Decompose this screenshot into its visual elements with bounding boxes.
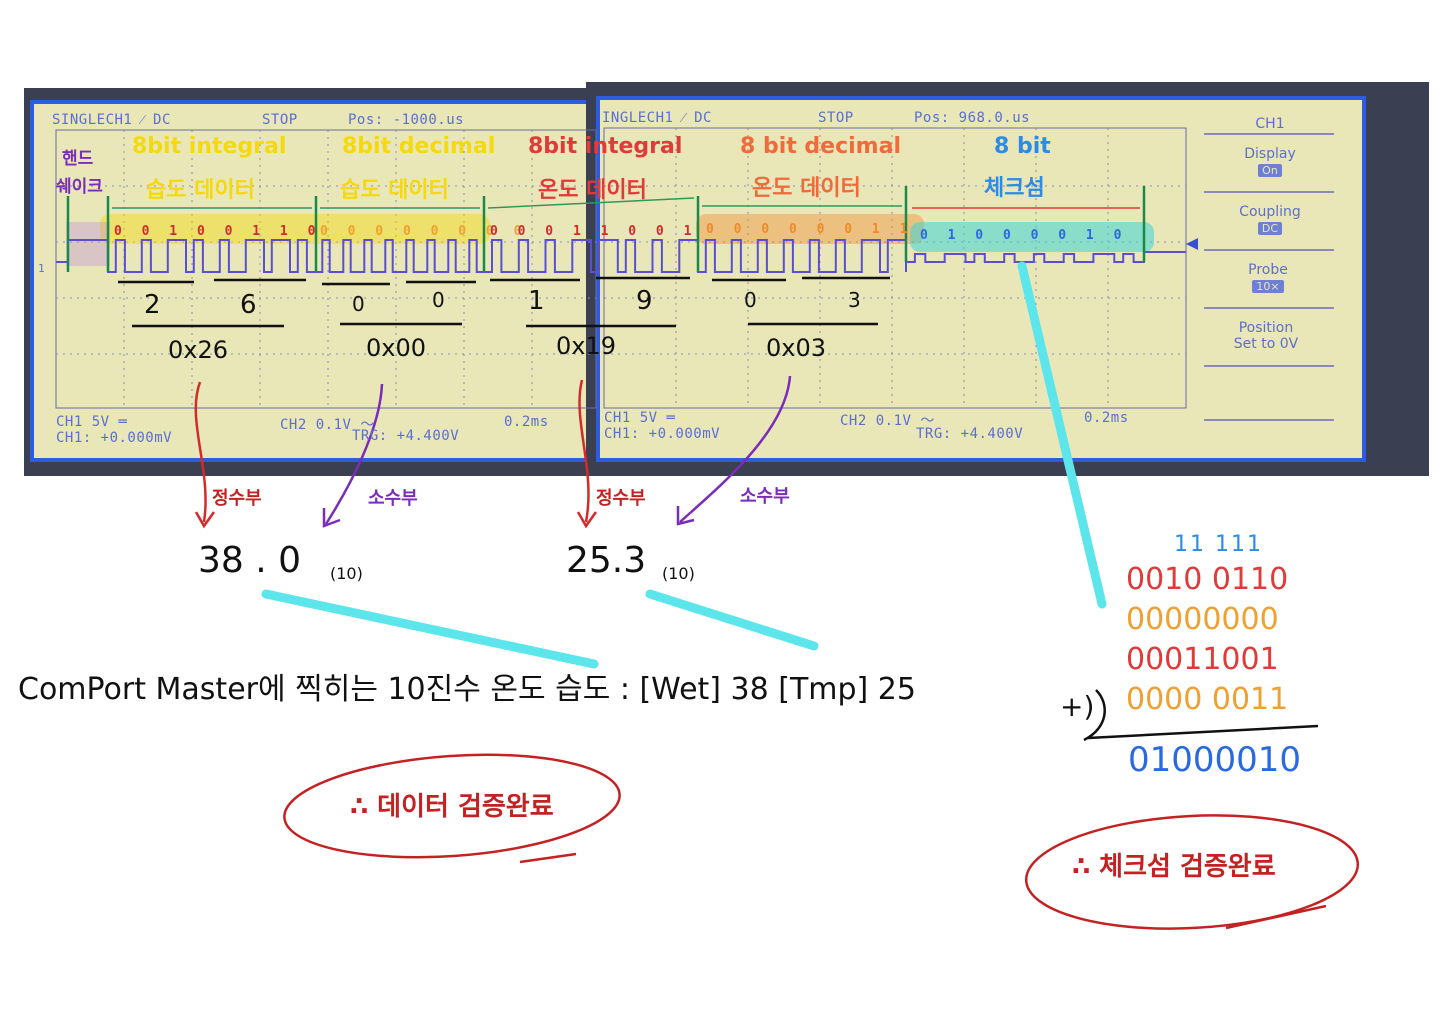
highlight-yellow bbox=[100, 214, 490, 244]
left-trigger: TRG: +4.400V bbox=[352, 428, 460, 444]
integer-arrows bbox=[194, 379, 598, 529]
left-top-status: SINGLECH1 ⁄ DC bbox=[52, 112, 171, 128]
nibble-underlines bbox=[118, 276, 890, 286]
temperature-value: 25.3 bbox=[566, 540, 647, 581]
addition-result: 01000010 bbox=[1128, 740, 1302, 780]
addition-row-3: 00011001 bbox=[1126, 642, 1279, 677]
menu-separators bbox=[1204, 133, 1334, 421]
seg2-subheading: 습도 데이터 bbox=[340, 178, 449, 203]
comport-readout: ComPort Master에 찍히는 10진수 온도 습도 : [Wet] 3… bbox=[18, 672, 916, 707]
menu-probe[interactable]: Probe 10× bbox=[1208, 262, 1328, 294]
scope-screen-right bbox=[596, 96, 1366, 462]
seg1-hex: 0x26 bbox=[168, 336, 229, 364]
addition-bracket bbox=[1083, 689, 1106, 742]
humidity-integer-label: 정수부 bbox=[212, 488, 262, 509]
byte-underlines bbox=[132, 322, 878, 328]
menu-coupling-label: Coupling bbox=[1239, 204, 1301, 220]
menu-position[interactable]: Position Set to 0V bbox=[1206, 320, 1326, 352]
left-stop: STOP bbox=[262, 112, 298, 128]
right-stop: STOP bbox=[818, 110, 854, 126]
seg5-subheading: 체크섬 bbox=[984, 176, 1045, 201]
handshake-highlight bbox=[66, 222, 110, 266]
seg3-hex: 0x19 bbox=[556, 332, 617, 360]
addition-rule bbox=[1087, 724, 1319, 740]
right-trigger: TRG: +4.400V bbox=[916, 426, 1024, 442]
seg1-bits: 0 0 1 0 0 1 1 0 bbox=[114, 224, 322, 239]
seg3-bits: 0 0 0 1 1 0 0 1 bbox=[490, 224, 698, 239]
temperature-decimal-label: 소수부 bbox=[740, 486, 790, 507]
checksum-verified-oval bbox=[1024, 814, 1360, 930]
seg1-nibble-low: 6 bbox=[240, 290, 257, 320]
seg2-heading: 8bit decimal bbox=[342, 134, 496, 159]
seg4-bits: 0 0 0 0 0 0 1 1 bbox=[706, 222, 914, 237]
menu-coupling-value: DC bbox=[1257, 222, 1283, 235]
left-ch1-scale: CH1 5V ═ bbox=[56, 414, 128, 430]
seg3-heading: 8bit integral bbox=[528, 134, 683, 159]
left-pos: Pos: -1000.us bbox=[348, 112, 465, 128]
decimal-arrows bbox=[322, 375, 792, 528]
menu-display-label: Display bbox=[1244, 146, 1296, 162]
highlight-orange bbox=[696, 214, 924, 244]
seg2-bits: 0 0 0 0 0 0 0 0 bbox=[320, 224, 528, 239]
trigger-arrow bbox=[1186, 238, 1198, 250]
seg5-heading: 8 bit bbox=[994, 134, 1051, 159]
seg4-heading: 8 bit decimal bbox=[740, 134, 901, 159]
signal-waveform bbox=[56, 239, 1186, 273]
addition-plus: +) bbox=[1060, 690, 1095, 723]
seg4-hex: 0x03 bbox=[766, 334, 827, 362]
handshake-label-2: 쉐이크 bbox=[56, 177, 103, 197]
seg4-nibble-high: 0 bbox=[744, 288, 757, 312]
handshake-label-1: 핸드 bbox=[62, 149, 94, 169]
seg2-hex: 0x00 bbox=[366, 334, 427, 362]
right-timebase: 0.2ms bbox=[1084, 410, 1129, 426]
menu-position-sub: Set to 0V bbox=[1233, 336, 1299, 352]
seg2-nibble-high: 0 bbox=[352, 292, 365, 316]
seg1-subheading: 습도 데이터 bbox=[146, 178, 255, 203]
left-timebase: 0.2ms bbox=[504, 414, 549, 430]
data-verified-note: ∴ 데이터 검증완료 bbox=[350, 792, 554, 822]
right-ch1-scale: CH1 5V ═ bbox=[604, 410, 676, 426]
highlight-checksum bbox=[910, 222, 1154, 252]
scope-grid bbox=[55, 127, 1187, 409]
menu-probe-label: Probe bbox=[1248, 262, 1288, 278]
right-ch1-offset: CH1: +0.000mV bbox=[604, 426, 721, 442]
right-ch2-scale: CH2 0.1V ～ bbox=[840, 413, 935, 429]
cyan-connectors bbox=[261, 261, 1107, 669]
humidity-base: (10) bbox=[330, 564, 363, 583]
humidity-value: 38 . 0 bbox=[198, 540, 302, 581]
seg5-bits: 0 1 0 0 0 0 1 0 bbox=[920, 228, 1128, 243]
seg3-subheading: 온도 데이터 bbox=[538, 178, 647, 203]
addition-row-1: 0010 0110 bbox=[1126, 562, 1289, 597]
seg3-nibble-low: 9 bbox=[636, 286, 653, 316]
menu-position-label: Position bbox=[1238, 320, 1294, 336]
segment-markers bbox=[66, 186, 1146, 272]
temperature-base: (10) bbox=[662, 564, 695, 583]
left-ch1-offset: CH1: +0.000mV bbox=[56, 430, 173, 446]
menu-coupling[interactable]: Coupling DC bbox=[1210, 204, 1330, 236]
menu-display-value: On bbox=[1258, 164, 1282, 177]
seg3-nibble-high: 1 bbox=[528, 286, 545, 316]
channel-marker: 1 bbox=[38, 262, 46, 275]
data-verified-oval bbox=[283, 753, 621, 859]
menu-title: CH1 bbox=[1255, 116, 1285, 132]
addition-row-2: 00000000 bbox=[1126, 602, 1279, 637]
menu-display[interactable]: Display On bbox=[1210, 146, 1330, 178]
left-ch2-scale: CH2 0.1V ～ bbox=[280, 417, 375, 433]
seg2-nibble-low: 0 bbox=[432, 288, 445, 312]
addition-carries: 11 111 bbox=[1174, 532, 1263, 557]
right-top-status: INGLECH1 ⁄ DC bbox=[602, 110, 712, 126]
checksum-verified-note: ∴ 체크섬 검증완료 bbox=[1072, 852, 1276, 882]
temperature-integer-label: 정수부 bbox=[596, 488, 646, 509]
seg1-nibble-high: 2 bbox=[144, 290, 161, 320]
seg4-subheading: 온도 데이터 bbox=[752, 176, 861, 201]
seg4-nibble-low: 3 bbox=[848, 288, 861, 312]
addition-row-4: 0000 0011 bbox=[1126, 682, 1289, 717]
humidity-decimal-label: 소수부 bbox=[368, 488, 418, 509]
span-arrows bbox=[112, 197, 1140, 209]
menu-probe-value: 10× bbox=[1252, 280, 1284, 293]
seg1-heading: 8bit integral bbox=[132, 134, 287, 159]
right-pos: Pos: 968.0.us bbox=[914, 110, 1031, 126]
